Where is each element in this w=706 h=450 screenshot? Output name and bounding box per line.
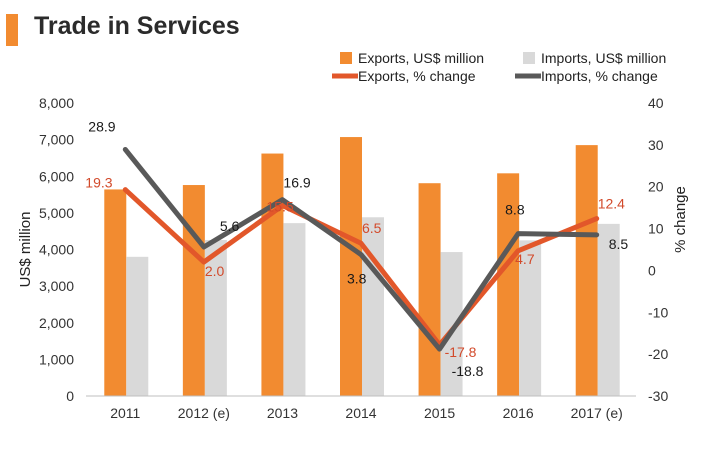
imports-pct-label: 5.6 (220, 218, 240, 234)
y-tick-label: 5,000 (39, 205, 74, 221)
imports-pct-label: 8.8 (505, 202, 525, 218)
exports-bar (261, 153, 284, 396)
imports-bar (204, 239, 227, 396)
exports-pct-label: 2.0 (205, 263, 225, 279)
x-tick-label: 2016 (503, 405, 534, 421)
y2-tick-label: -10 (648, 304, 668, 320)
exports-bar (575, 145, 598, 396)
x-tick-label: 2015 (424, 405, 455, 421)
exports-pct-label: 19.3 (85, 175, 112, 191)
legend-label: Exports, % change (358, 68, 476, 84)
y2-tick-label: 0 (648, 262, 656, 278)
y-tick-label: 6,000 (39, 168, 74, 184)
y2-tick-label: -30 (648, 388, 668, 404)
x-tick-label: 2014 (345, 405, 376, 421)
exports-bar (497, 173, 520, 396)
y2-tick-label: -20 (648, 346, 668, 362)
exports-bar (340, 137, 362, 396)
exports-pct-label: 15.5 (266, 199, 293, 215)
exports-pct-label: 4.7 (515, 251, 535, 267)
y-tick-label: 8,000 (39, 95, 74, 111)
exports-bar (182, 185, 205, 396)
x-tick-label: 2017 (e) (571, 405, 623, 421)
x-tick-label: 2011 (110, 405, 140, 421)
y-tick-label: 4,000 (39, 242, 74, 258)
imports-bar (519, 240, 542, 396)
imports-bar (362, 217, 384, 396)
legend-label: Imports, US$ million (541, 50, 666, 66)
y-tick-label: 0 (66, 388, 74, 404)
page-title: Trade in Services (34, 12, 240, 40)
y-tick-label: 1,000 (39, 351, 74, 367)
y-tick-label: 7,000 (39, 132, 74, 148)
y2-tick-label: 20 (648, 179, 664, 195)
exports-pct-label: 12.4 (598, 196, 625, 212)
legend-swatch (523, 52, 535, 64)
y2-tick-label: 10 (648, 221, 664, 237)
legend-label: Imports, % change (541, 68, 658, 84)
imports-pct-label: 8.5 (609, 236, 629, 252)
y-axis-title: US$ million (17, 212, 34, 288)
exports-pct-label: -17.8 (445, 344, 477, 360)
imports-bar (597, 223, 620, 396)
exports-pct-label: 6.5 (362, 220, 382, 236)
imports-pct-label: 16.9 (283, 175, 310, 191)
imports-bar (440, 252, 463, 396)
imports-pct-label: 28.9 (88, 118, 115, 134)
legend-label: Exports, US$ million (358, 50, 484, 66)
legend-swatch (340, 52, 352, 64)
imports-bar (283, 223, 306, 396)
y2-axis-title: % change (672, 186, 689, 253)
x-tick-label: 2013 (267, 405, 298, 421)
x-tick-label: 2012 (e) (178, 405, 230, 421)
title-accent-bar (6, 14, 18, 46)
y2-tick-label: 40 (648, 95, 664, 111)
imports-pct-label: 3.8 (347, 271, 367, 287)
imports-bar (126, 256, 149, 396)
exports-bar (418, 183, 441, 396)
y-tick-label: 2,000 (39, 315, 74, 331)
exports-pct-line (122, 187, 600, 348)
imports-pct-line (122, 146, 600, 352)
y-tick-label: 3,000 (39, 278, 74, 294)
imports-pct-label: -18.8 (452, 363, 484, 379)
exports-bar (104, 189, 127, 396)
y2-tick-label: 30 (648, 137, 664, 153)
